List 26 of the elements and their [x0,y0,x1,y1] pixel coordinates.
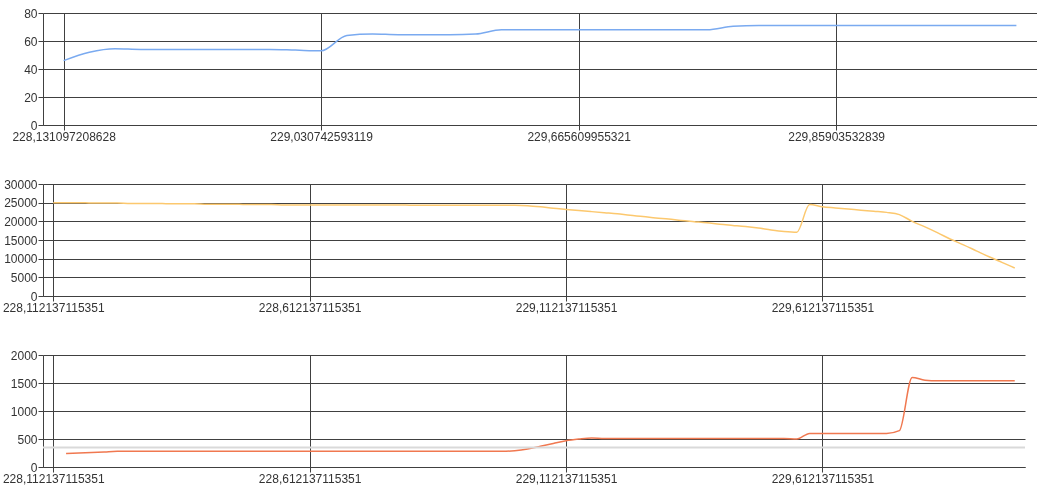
x-tick-label: 229,612137115351 [771,471,875,486]
x-tick-label: 229,112137115351 [515,300,618,315]
y-tick-label: 30000 [4,177,38,192]
y-tick-label: 60 [24,34,38,49]
line-series [62,24,1018,62]
y-tick-label: 20 [24,90,38,105]
x-tick-label: 229,85903532839 [788,129,886,144]
x-tick-label: 229,030742593119 [270,129,374,144]
y-tick-label: 1000 [10,404,38,419]
x-tick-label: 229,112137115351 [515,471,618,486]
y-tick-label: 5000 [10,270,38,285]
x-tick-label: 229,612137115351 [771,300,875,315]
y-tick-label: 80 [24,6,38,21]
x-tick-label: 228,612137115351 [258,471,362,486]
x-tick-label: 229,665609955321 [527,129,632,144]
y-tick-label: 2000 [10,348,38,363]
y-tick-label: 10000 [4,252,38,267]
y-tick-label: 20000 [4,214,38,229]
y-tick-label: 40 [24,62,38,77]
x-tick-label: 228,612137115351 [258,300,362,315]
line-series [52,201,1016,269]
y-tick-label: 500 [17,432,38,447]
y-tick-label: 15000 [4,233,38,248]
y-tick-label: 25000 [4,196,38,211]
y-tick-label: 1500 [10,376,38,391]
line-series [65,376,1016,455]
